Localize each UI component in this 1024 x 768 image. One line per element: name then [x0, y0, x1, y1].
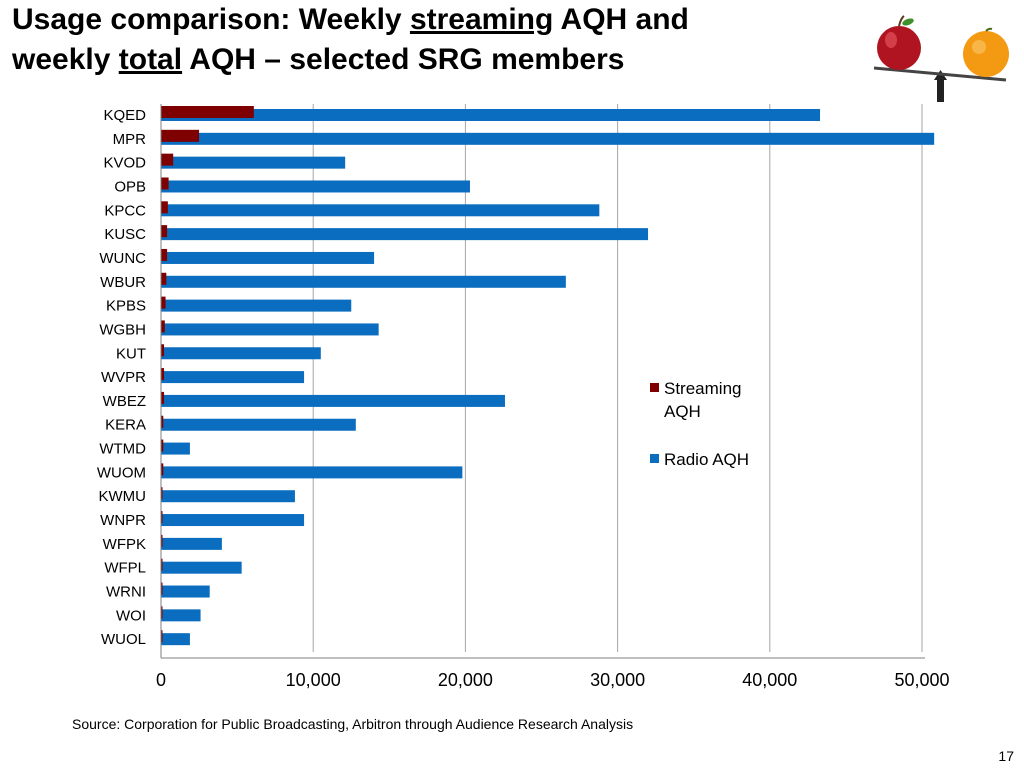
streaming-aqh-bar — [161, 415, 164, 428]
radio-aqh-bar — [161, 204, 600, 217]
category-label: MPR — [113, 131, 147, 148]
streaming-aqh-bar — [161, 201, 168, 214]
source-note: Source: Corporation for Public Broadcast… — [72, 716, 634, 732]
radio-aqh-bar — [161, 537, 222, 550]
streaming-aqh-bar — [161, 391, 165, 404]
streaming-aqh-bar — [161, 153, 174, 166]
x-tick-label: 0 — [156, 670, 166, 690]
bar-chart: KQED MPR KVOD OPB KPCC KUSC WUNC WBUR KPBS WGBH KU… — [97, 104, 950, 690]
apple-orange-balance-icon — [873, 15, 1009, 102]
category-label: WBUR — [100, 274, 146, 291]
category-label: KPCC — [104, 202, 146, 219]
radio-aqh-bar — [161, 132, 935, 145]
radio-aqh-bar — [161, 490, 295, 503]
category-label: WBEZ — [103, 393, 146, 410]
category-label: KVOD — [103, 155, 146, 172]
x-tick-label: 50,000 — [894, 670, 949, 690]
radio-aqh-bar — [161, 585, 210, 598]
radio-aqh-bar — [161, 514, 305, 527]
category-label: KERA — [105, 417, 146, 434]
category-label: WGBH — [99, 321, 146, 338]
category-label: KWMU — [99, 488, 147, 505]
category-label: WUNC — [99, 250, 146, 267]
category-label: KUT — [116, 345, 146, 362]
category-label: WOI — [116, 607, 146, 624]
title-part-4: weekly — [12, 43, 119, 76]
radio-aqh-bar — [161, 418, 356, 431]
legend-swatch-radio — [650, 454, 659, 463]
page-number: 17 — [998, 748, 1014, 764]
radio-aqh-bar — [161, 347, 321, 360]
streaming-aqh-bar — [161, 558, 163, 571]
radio-aqh-bar — [161, 180, 470, 193]
radio-aqh-bar — [161, 156, 346, 169]
radio-aqh-bar — [161, 109, 821, 121]
streaming-aqh-bar — [161, 511, 163, 524]
streaming-aqh-bar — [161, 129, 200, 142]
streaming-aqh-bar — [161, 487, 163, 500]
streaming-aqh-bar — [161, 177, 169, 190]
streaming-aqh-bar — [161, 248, 168, 261]
streaming-aqh-bar — [161, 368, 165, 381]
radio-aqh-bar — [161, 442, 190, 455]
streaming-aqh-bar — [161, 296, 166, 309]
balance-post-icon — [937, 78, 944, 102]
streaming-aqh-bar — [161, 606, 163, 619]
radio-aqh-bar — [161, 466, 463, 479]
legend-label-streaming: Streaming — [664, 379, 741, 398]
category-label: WUOM — [97, 464, 146, 481]
streaming-aqh-bar — [161, 344, 165, 357]
legend-swatch-streaming — [650, 383, 659, 392]
radio-aqh-bar — [161, 609, 201, 622]
radio-aqh-bar — [161, 251, 375, 264]
streaming-aqh-bar — [161, 630, 163, 643]
category-label: KQED — [103, 107, 146, 124]
streaming-aqh-bar — [161, 320, 165, 333]
streaming-aqh-bar — [161, 534, 163, 547]
title-part-1: Usage comparison: Weekly — [12, 3, 410, 36]
radio-aqh-bar — [161, 323, 379, 336]
radio-aqh-bar — [161, 299, 352, 312]
category-label: WVPR — [101, 369, 146, 386]
category-label: KPBS — [106, 298, 146, 315]
category-label: OPB — [114, 178, 146, 195]
streaming-aqh-bar — [161, 463, 164, 476]
x-tick-label: 20,000 — [438, 670, 493, 690]
title-part-6: AQH – selected SRG members — [182, 43, 625, 76]
category-label: WRNI — [106, 584, 146, 601]
streaming-aqh-bar — [161, 106, 254, 118]
x-tick-label: 10,000 — [286, 670, 341, 690]
legend-label-radio: Radio AQH — [664, 450, 749, 469]
category-label: WNPR — [100, 512, 146, 529]
radio-aqh-bar — [161, 371, 305, 384]
title-emphasis-streaming: streaming — [409, 3, 554, 36]
title-part-3: AQH and — [553, 3, 689, 36]
slide-title: Usage comparison: Weekly streaming AQH a… — [12, 0, 852, 80]
apple-icon — [877, 15, 921, 70]
category-label: WFPK — [103, 536, 146, 553]
balance-beam-icon — [873, 66, 1007, 82]
title-emphasis-total: total — [118, 43, 183, 76]
orange-icon — [963, 27, 1009, 77]
streaming-aqh-bar — [161, 272, 167, 285]
x-tick-label: 40,000 — [742, 670, 797, 690]
legend-label-streaming-line2: AQH — [664, 402, 701, 421]
radio-aqh-bar — [161, 633, 190, 646]
radio-aqh-bar — [161, 275, 566, 288]
streaming-aqh-bar — [161, 582, 163, 595]
category-label: WUOL — [101, 631, 146, 648]
x-tick-label: 30,000 — [590, 670, 645, 690]
streaming-aqh-bar — [161, 225, 168, 238]
radio-aqh-bar — [161, 394, 505, 407]
category-label: WTMD — [99, 441, 146, 458]
radio-aqh-bar — [161, 228, 649, 241]
category-label: WFPL — [104, 560, 146, 577]
streaming-aqh-bar — [161, 439, 164, 452]
radio-aqh-bar — [161, 561, 242, 574]
category-label: KUSC — [104, 226, 146, 243]
